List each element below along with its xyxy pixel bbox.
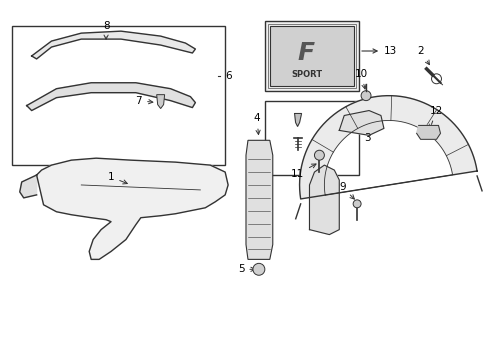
Circle shape [352, 200, 360, 208]
Text: 8: 8 [102, 21, 109, 39]
Text: 7: 7 [135, 96, 153, 105]
Text: 10: 10 [354, 69, 367, 89]
Bar [269, 26, 353, 86]
Polygon shape [294, 113, 301, 126]
Polygon shape [20, 175, 37, 198]
Text: 9: 9 [338, 182, 354, 199]
Bar [267, 24, 355, 88]
Circle shape [314, 150, 324, 160]
Text: 5: 5 [237, 264, 255, 274]
Text: 6: 6 [224, 71, 231, 81]
Text: 1: 1 [107, 172, 127, 184]
Polygon shape [32, 31, 195, 59]
Polygon shape [27, 83, 195, 111]
Circle shape [252, 264, 264, 275]
Text: 13: 13 [361, 46, 396, 56]
Circle shape [360, 91, 370, 100]
Polygon shape [156, 95, 164, 109]
Text: 12: 12 [428, 105, 442, 129]
Polygon shape [309, 165, 339, 235]
Text: 3: 3 [364, 133, 370, 143]
Polygon shape [245, 140, 272, 260]
Text: 2: 2 [416, 46, 428, 65]
Polygon shape [37, 158, 228, 260]
Text: F: F [297, 41, 314, 65]
Text: 11: 11 [290, 164, 315, 179]
Bar [264, 21, 358, 91]
Polygon shape [339, 111, 383, 135]
Text: 4: 4 [253, 113, 260, 135]
Bar [264, 100, 358, 175]
Text: SPORT: SPORT [290, 70, 322, 79]
Polygon shape [299, 96, 476, 199]
Polygon shape [416, 125, 440, 139]
Bar [12, 26, 224, 165]
